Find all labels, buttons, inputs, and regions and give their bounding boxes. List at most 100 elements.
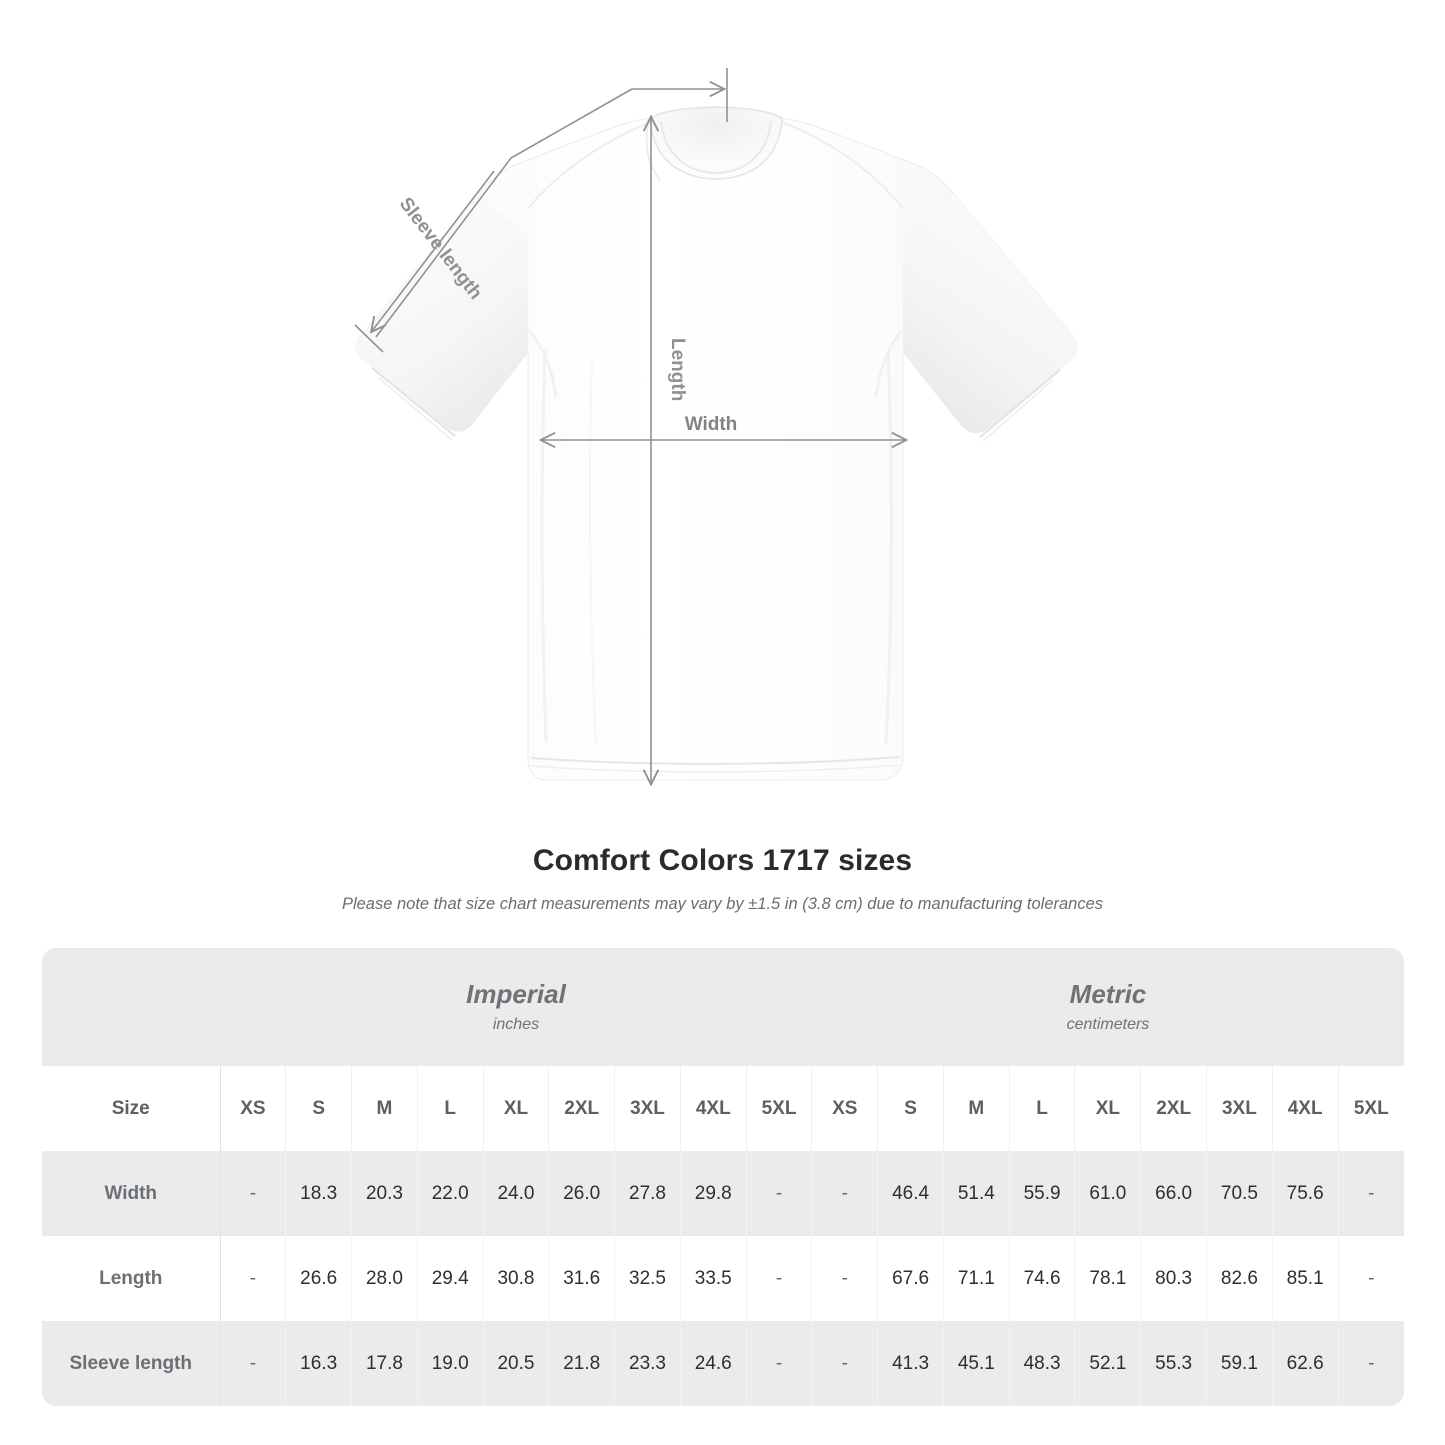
sleeve-length-arrow bbox=[372, 170, 495, 331]
cell-length-metric-xs: - bbox=[811, 1236, 879, 1321]
cell-length-metric-l: 74.6 bbox=[1009, 1236, 1076, 1321]
armpit-fold-right bbox=[874, 329, 903, 399]
cell-length-imperial-5xl: - bbox=[746, 1236, 813, 1321]
page-title: Comfort Colors 1717 sizes bbox=[532, 844, 913, 877]
cell-sleeve-length-imperial-s: 16.3 bbox=[285, 1321, 353, 1406]
cell-sleeve-length-metric-l: 48.3 bbox=[1009, 1321, 1076, 1406]
unit-sub-imperial: inches bbox=[492, 1015, 540, 1033]
column-header-metric-2xl: 2XL bbox=[1140, 1066, 1208, 1151]
cell-length-imperial-4xl: 33.5 bbox=[680, 1236, 747, 1321]
right-sleeve-hem bbox=[979, 369, 1061, 438]
column-header-imperial-s: S bbox=[285, 1066, 353, 1151]
cell-length-imperial-xl: 30.8 bbox=[483, 1236, 550, 1321]
unit-band-row: Imperial inches Metric centimeters bbox=[42, 948, 1404, 1066]
width-label: Width bbox=[685, 414, 738, 435]
tolerance-note: Please note that size chart measurements… bbox=[341, 895, 1104, 913]
cell-width-imperial-3xl: 27.8 bbox=[614, 1151, 681, 1236]
sleeve-cuff-tick bbox=[354, 324, 384, 353]
unit-name-metric: Metric bbox=[1069, 978, 1147, 1009]
cell-sleeve-length-metric-5xl: - bbox=[1338, 1321, 1404, 1406]
cell-width-metric-5xl: - bbox=[1338, 1151, 1404, 1236]
column-header-metric-l: L bbox=[1009, 1066, 1076, 1151]
left-shoulder-seam bbox=[527, 121, 652, 209]
table-row: Sleeve length -16.3 17.8 19.0 20.5 21.8 23.3 24… bbox=[42, 1321, 1404, 1406]
column-header-metric-s: S bbox=[877, 1066, 944, 1151]
cell-width-metric-xl: 61.0 bbox=[1074, 1151, 1142, 1236]
column-header-metric-m: M bbox=[943, 1066, 1010, 1151]
unit-band-spacer bbox=[42, 948, 221, 1066]
cell-sleeve-length-metric-xl: 52.1 bbox=[1074, 1321, 1142, 1406]
right-shoulder-seam bbox=[781, 121, 904, 209]
cell-sleeve-length-metric-2xl: 55.3 bbox=[1140, 1321, 1208, 1406]
cell-width-imperial-4xl: 29.8 bbox=[680, 1151, 747, 1236]
cell-length-imperial-2xl: 31.6 bbox=[548, 1236, 616, 1321]
cell-width-imperial-2xl: 26.0 bbox=[548, 1151, 616, 1236]
cell-width-metric-2xl: 66.0 bbox=[1140, 1151, 1208, 1236]
cell-width-metric-s: 46.4 bbox=[877, 1151, 944, 1236]
table-row: Width -18.3 20.3 22.0 24.0 26.0 27.8 29.8- -46.4… bbox=[42, 1151, 1404, 1236]
cell-sleeve-length-imperial-xl: 20.5 bbox=[483, 1321, 550, 1406]
tshirt-right-sleeve bbox=[903, 194, 1077, 433]
column-header-metric-xl: XL bbox=[1074, 1066, 1142, 1151]
unit-header-imperial: Imperial inches bbox=[220, 948, 812, 1066]
column-header-metric-3xl: 3XL bbox=[1206, 1066, 1273, 1151]
cell-length-imperial-l: 29.4 bbox=[417, 1236, 484, 1321]
size-header-row: Size XS S M L XL 2XL 3XL 4XL 5XL XS S M L XL 2XL 3XL 4XL 5… bbox=[42, 1066, 1404, 1151]
sleeve-leader-line bbox=[375, 88, 633, 338]
cell-width-metric-4xl: 75.6 bbox=[1272, 1151, 1339, 1236]
column-header-imperial-xs: XS bbox=[220, 1066, 287, 1151]
column-header-imperial-2xl: 2XL bbox=[548, 1066, 616, 1151]
cell-sleeve-length-metric-m: 45.1 bbox=[943, 1321, 1010, 1406]
cell-length-imperial-m: 28.0 bbox=[351, 1236, 418, 1321]
row-label-sleeve-length: Sleeve length bbox=[42, 1321, 221, 1406]
left-sleeve-hem-inner bbox=[378, 377, 453, 441]
left-sleeve-hem bbox=[371, 367, 456, 437]
cell-sleeve-length-imperial-m: 17.8 bbox=[351, 1321, 418, 1406]
cell-length-imperial-s: 26.6 bbox=[285, 1236, 353, 1321]
column-header-size: Size bbox=[42, 1066, 221, 1151]
row-label-width: Width bbox=[42, 1151, 221, 1236]
cell-sleeve-length-imperial-xs: - bbox=[220, 1321, 287, 1406]
tshirt-body-shape bbox=[355, 117, 1078, 781]
title-block: Comfort Colors 1717 sizes Please note th… bbox=[0, 843, 1445, 915]
right-sleeve-hem-inner bbox=[982, 379, 1054, 442]
left-body-fold bbox=[540, 349, 548, 743]
measurement-annotations bbox=[354, 68, 905, 783]
cell-sleeve-length-imperial-5xl: - bbox=[746, 1321, 813, 1406]
cell-length-metric-s: 67.6 bbox=[877, 1236, 944, 1321]
cell-width-imperial-l: 22.0 bbox=[417, 1151, 484, 1236]
column-header-imperial-4xl: 4XL bbox=[680, 1066, 747, 1151]
column-header-imperial-3xl: 3XL bbox=[614, 1066, 681, 1151]
cell-length-imperial-3xl: 32.5 bbox=[614, 1236, 681, 1321]
column-header-imperial-m: M bbox=[351, 1066, 418, 1151]
cell-sleeve-length-imperial-3xl: 23.3 bbox=[614, 1321, 681, 1406]
cell-width-metric-xs: - bbox=[811, 1151, 879, 1236]
cell-length-metric-3xl: 82.6 bbox=[1206, 1236, 1273, 1321]
tshirt-hem bbox=[530, 756, 901, 765]
cell-length-metric-5xl: - bbox=[1338, 1236, 1404, 1321]
column-header-metric-5xl: 5XL bbox=[1338, 1066, 1404, 1151]
unit-header-metric: Metric centimeters bbox=[811, 948, 1404, 1066]
right-body-fold bbox=[884, 351, 894, 745]
cell-sleeve-length-imperial-2xl: 21.8 bbox=[548, 1321, 616, 1406]
column-header-metric-xs: XS bbox=[811, 1066, 879, 1151]
tshirt-collar-inner bbox=[660, 120, 772, 175]
cell-width-imperial-m: 20.3 bbox=[351, 1151, 418, 1236]
tshirt-diagram: Sleeve length Length Width bbox=[354, 68, 1078, 830]
cell-length-imperial-xs: - bbox=[220, 1236, 287, 1321]
unit-name-imperial: Imperial bbox=[466, 978, 566, 1009]
column-header-imperial-l: L bbox=[417, 1066, 484, 1151]
column-header-imperial-xl: XL bbox=[483, 1066, 550, 1151]
cell-width-metric-m: 51.4 bbox=[943, 1151, 1010, 1236]
tshirt-illustration bbox=[355, 106, 1078, 781]
armpit-fold-left bbox=[528, 329, 558, 399]
tshirt-hem-2 bbox=[530, 764, 901, 773]
cell-sleeve-length-imperial-4xl: 24.6 bbox=[680, 1321, 747, 1406]
cell-width-imperial-s: 18.3 bbox=[285, 1151, 353, 1236]
column-header-metric-4xl: 4XL bbox=[1272, 1066, 1339, 1151]
length-label: Length bbox=[667, 338, 688, 401]
tshirt-collar bbox=[649, 106, 783, 180]
column-header-imperial-5xl: 5XL bbox=[746, 1066, 813, 1151]
cell-width-metric-l: 55.9 bbox=[1009, 1151, 1076, 1236]
table-row: Length -26.6 28.0 29.4 30.8 31.6 32.5 33.5- -67.… bbox=[42, 1236, 1404, 1321]
